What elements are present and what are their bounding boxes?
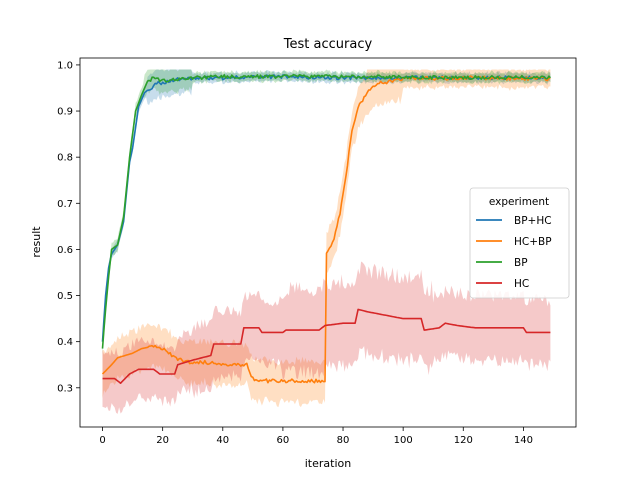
- chart-title: Test accuracy: [283, 37, 373, 52]
- x-axis-label: iteration: [305, 457, 351, 470]
- legend-items: BP+HC HC+BP BP HC: [476, 215, 552, 290]
- legend: experiment BP+HC HC+BP BP HC: [469, 187, 570, 299]
- x-axis-ticks: 0 20 40 60 80 100 120 140: [99, 427, 533, 446]
- y-axis-ticks: 0.3 0.4 0.5 0.6 0.7 0.8 0.9 1.0: [57, 60, 80, 394]
- y-axis-label: result: [30, 226, 43, 258]
- band-bp-plus-hc: [102, 69, 551, 347]
- x-tick-label: 120: [454, 435, 473, 446]
- x-tick-label: 100: [394, 435, 413, 446]
- x-tick-label: 80: [337, 435, 350, 446]
- band-hc: [102, 261, 551, 414]
- legend-label: HC: [514, 278, 529, 290]
- y-tick-label: 0.4: [57, 337, 73, 348]
- confidence-bands: [102, 69, 551, 414]
- line-hc: [102, 308, 551, 384]
- band-hc-plus-bp: [102, 69, 551, 408]
- y-tick-label: 0.3: [57, 383, 73, 394]
- y-tick-label: 0.7: [57, 199, 73, 210]
- x-tick-label: 140: [514, 435, 533, 446]
- x-tick-label: 0: [99, 435, 105, 446]
- legend-label: BP: [514, 257, 528, 269]
- legend-title: experiment: [489, 196, 549, 208]
- plot-frame: [79, 57, 577, 428]
- legend-label: BP+HC: [514, 215, 552, 227]
- y-tick-label: 0.8: [57, 153, 73, 164]
- x-tick-label: 20: [156, 435, 169, 446]
- x-tick-label: 40: [216, 435, 229, 446]
- series-lines: [101, 73, 551, 384]
- legend-box: [469, 187, 570, 299]
- y-tick-label: 0.9: [57, 107, 73, 118]
- legend-label: HC+BP: [514, 236, 552, 248]
- y-tick-label: 1.0: [57, 60, 73, 71]
- line-bp: [101, 73, 551, 349]
- y-tick-label: 0.6: [57, 245, 73, 256]
- y-tick-label: 0.5: [57, 291, 73, 302]
- x-tick-label: 60: [277, 435, 290, 446]
